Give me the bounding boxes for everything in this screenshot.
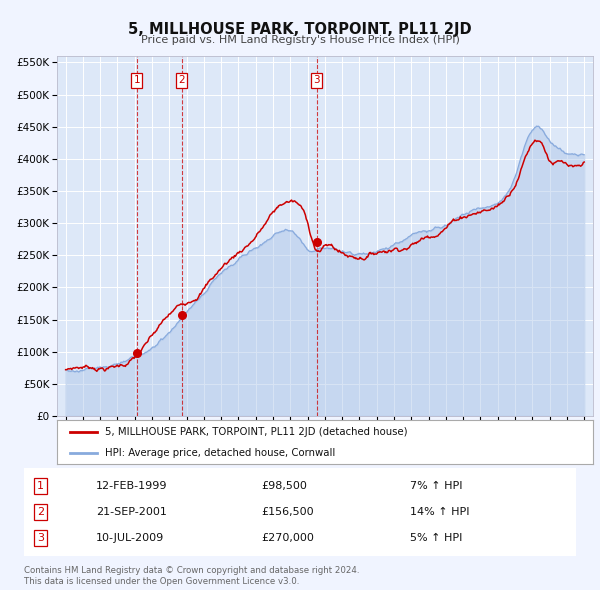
Text: 5% ↑ HPI: 5% ↑ HPI	[410, 533, 463, 543]
Text: £270,000: £270,000	[262, 533, 314, 543]
Text: This data is licensed under the Open Government Licence v3.0.: This data is licensed under the Open Gov…	[24, 577, 299, 586]
Text: 5, MILLHOUSE PARK, TORPOINT, PL11 2JD: 5, MILLHOUSE PARK, TORPOINT, PL11 2JD	[128, 22, 472, 37]
Text: HPI: Average price, detached house, Cornwall: HPI: Average price, detached house, Corn…	[105, 448, 335, 458]
Text: 3: 3	[37, 533, 44, 543]
Text: 7% ↑ HPI: 7% ↑ HPI	[410, 481, 463, 491]
Text: Price paid vs. HM Land Registry's House Price Index (HPI): Price paid vs. HM Land Registry's House …	[140, 35, 460, 45]
Text: 3: 3	[313, 76, 320, 86]
Text: 1: 1	[37, 481, 44, 491]
Text: Contains HM Land Registry data © Crown copyright and database right 2024.: Contains HM Land Registry data © Crown c…	[24, 566, 359, 575]
Text: 21-SEP-2001: 21-SEP-2001	[96, 507, 167, 517]
Text: 1: 1	[134, 76, 140, 86]
Text: 12-FEB-1999: 12-FEB-1999	[96, 481, 167, 491]
Text: 5, MILLHOUSE PARK, TORPOINT, PL11 2JD (detached house): 5, MILLHOUSE PARK, TORPOINT, PL11 2JD (d…	[105, 428, 408, 437]
Text: £156,500: £156,500	[262, 507, 314, 517]
Text: £98,500: £98,500	[262, 481, 307, 491]
Text: 2: 2	[178, 76, 185, 86]
Text: 14% ↑ HPI: 14% ↑ HPI	[410, 507, 470, 517]
Text: 10-JUL-2009: 10-JUL-2009	[96, 533, 164, 543]
Text: 2: 2	[37, 507, 44, 517]
